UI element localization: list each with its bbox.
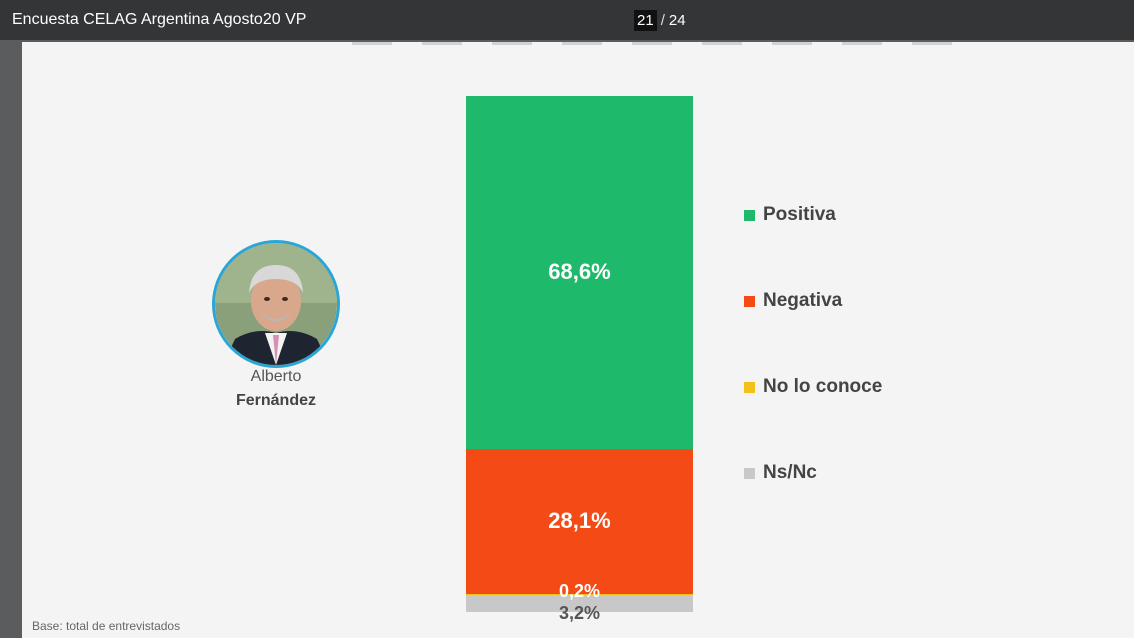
legend-swatch [744,295,755,307]
stacked-bar: 68,6% 28,1% [466,96,693,612]
legend-item-ns-nc: Ns/Nc [744,462,817,484]
legend-swatch [744,209,755,221]
bar-segment-negativa [466,449,693,594]
avatar [212,240,340,368]
base-note: Base: total de entrevistados [32,619,181,633]
person-first-name: Alberto [250,368,302,385]
total-pages: 24 [668,11,686,29]
legend-label: No lo conoce [763,376,883,397]
legend-label: Positiva [763,204,836,225]
legend-item-negativa: Negativa [744,290,842,312]
viewer-toolbar: Encuesta CELAG Argentina Agosto20 VP 21 … [0,0,1134,40]
legend-item-no-lo-conoce: No lo conoce [744,376,882,398]
page-indicator: 21 / 24 [634,9,686,31]
data-label-positiva: 68,6% [548,258,611,284]
page-separator: / [660,11,665,29]
legend-label: Negativa [763,290,843,311]
person-last-name: Fernández [235,392,316,409]
current-page-input[interactable]: 21 [634,9,657,31]
data-label-no-lo-conoce: 0,2% [558,581,601,601]
legend-item-positiva: Positiva [744,204,836,226]
document-title: Encuesta CELAG Argentina Agosto20 VP [12,11,307,28]
legend-swatch [744,381,755,393]
legend-swatch [744,467,755,479]
bar-segment-ns-nc [466,595,693,612]
data-label-negativa: 28,1% [548,507,611,533]
bar-segment-no-lo-conoce [466,594,693,596]
person-portrait-icon [215,243,337,365]
data-label-ns-nc: 3,2% [558,602,601,623]
bar-segment-positiva [466,96,693,450]
cropped-text-line [352,42,962,45]
viewer-left-gutter [0,40,22,638]
legend-label: Ns/Nc [763,462,817,483]
slide-page: Alberto Fernández 68,6% 28,1% Positiva Neg… [22,42,1134,638]
